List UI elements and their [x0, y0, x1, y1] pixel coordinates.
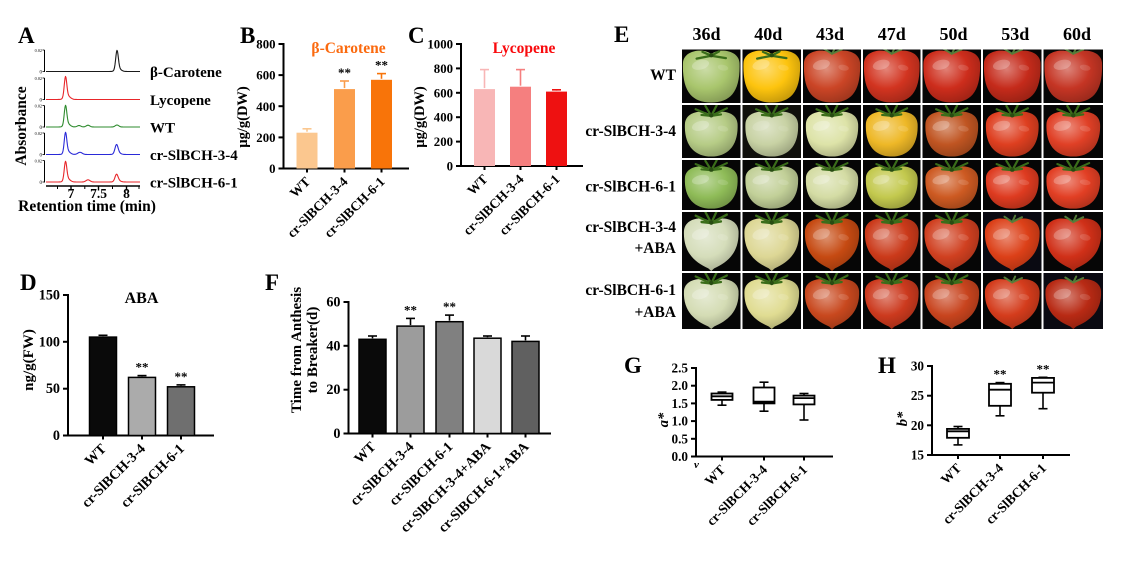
- svg-text:D: D: [20, 270, 37, 295]
- svg-text:100: 100: [39, 334, 60, 350]
- svg-text:7: 7: [68, 186, 75, 201]
- svg-text:2.0: 2.0: [672, 378, 689, 393]
- svg-text:36d: 36d: [692, 24, 720, 44]
- svg-text:cr-SlBCH-3-4: cr-SlBCH-3-4: [585, 219, 676, 236]
- svg-text:400: 400: [434, 111, 453, 125]
- svg-text:0: 0: [53, 428, 60, 444]
- svg-text:Retention time (min): Retention time (min): [18, 198, 156, 215]
- svg-text:cr-SlBCH-6-1: cr-SlBCH-6-1: [585, 179, 676, 196]
- svg-text:**: **: [443, 299, 456, 314]
- svg-text:Absorbance: Absorbance: [13, 86, 30, 165]
- svg-text:**: **: [994, 367, 1007, 382]
- svg-text:0.02: 0.02: [35, 131, 42, 136]
- svg-text:400: 400: [256, 100, 275, 114]
- svg-text:F: F: [265, 270, 279, 295]
- svg-text:WT: WT: [150, 121, 175, 137]
- svg-text:0.0: 0.0: [672, 449, 689, 464]
- svg-text:800: 800: [434, 62, 453, 76]
- svg-text:+ABA: +ABA: [634, 240, 676, 257]
- svg-text:600: 600: [256, 69, 275, 83]
- svg-text:µg/g(DW): µg/g(DW): [235, 86, 251, 148]
- svg-text:**: **: [136, 360, 149, 375]
- svg-text:C: C: [408, 23, 425, 48]
- svg-text:8: 8: [123, 186, 130, 201]
- svg-text:150: 150: [39, 288, 60, 304]
- svg-text:cr-SlBCH-3-4: cr-SlBCH-3-4: [150, 148, 238, 164]
- svg-text:0: 0: [40, 153, 43, 158]
- svg-text:0.02: 0.02: [35, 76, 42, 81]
- svg-text:cr-SlBCH-6-1: cr-SlBCH-6-1: [585, 282, 676, 299]
- svg-text:7.5: 7.5: [90, 186, 107, 201]
- svg-text:40: 40: [326, 338, 340, 354]
- svg-text:1.0: 1.0: [672, 414, 689, 429]
- svg-text:53d: 53d: [1001, 24, 1029, 44]
- svg-text:b*: b*: [895, 411, 911, 426]
- svg-text:**: **: [175, 369, 188, 384]
- svg-text:25: 25: [911, 388, 925, 403]
- svg-text:Lycopene: Lycopene: [493, 40, 556, 57]
- svg-text:cr-SlBCH-6-1: cr-SlBCH-6-1: [150, 176, 238, 192]
- svg-text:15: 15: [911, 448, 925, 463]
- svg-text:WT: WT: [650, 67, 677, 84]
- svg-text:**: **: [338, 65, 351, 80]
- svg-text:0: 0: [269, 162, 275, 176]
- svg-text:2.5: 2.5: [672, 361, 689, 376]
- svg-text:600: 600: [434, 86, 453, 100]
- svg-text:A: A: [18, 23, 35, 48]
- svg-text:**: **: [375, 58, 388, 73]
- svg-text:0: 0: [447, 160, 453, 174]
- svg-text:ABA: ABA: [125, 290, 159, 307]
- svg-text:0: 0: [40, 181, 43, 186]
- svg-text:50d: 50d: [939, 24, 967, 44]
- svg-text:µg/g(DW): µg/g(DW): [412, 86, 428, 148]
- svg-text:B: B: [240, 23, 255, 48]
- svg-text:1.5: 1.5: [672, 396, 689, 411]
- svg-text:40d: 40d: [754, 24, 782, 44]
- svg-text:+ABA: +ABA: [634, 304, 676, 321]
- svg-text:0: 0: [40, 126, 43, 131]
- svg-text:0.02: 0.02: [35, 104, 42, 109]
- svg-text:0.02: 0.02: [35, 48, 42, 53]
- svg-text:0.5: 0.5: [672, 431, 689, 446]
- svg-text:β-Carotene: β-Carotene: [311, 40, 385, 57]
- svg-text:a*: a*: [656, 412, 672, 427]
- svg-text:E: E: [614, 22, 629, 47]
- svg-text:20: 20: [911, 418, 925, 433]
- svg-text:Lycopene: Lycopene: [150, 93, 211, 109]
- svg-text:200: 200: [256, 131, 275, 145]
- svg-text:43d: 43d: [816, 24, 844, 44]
- svg-text:20: 20: [326, 382, 340, 398]
- svg-text:60: 60: [326, 295, 340, 311]
- svg-text:1000: 1000: [427, 38, 453, 52]
- svg-text:to Breaker(d): to Breaker(d): [305, 307, 321, 394]
- svg-text:Time from Anthesis: Time from Anthesis: [289, 287, 305, 413]
- svg-text:0.02: 0.02: [35, 159, 42, 164]
- svg-text:0: 0: [40, 98, 43, 103]
- svg-text:0: 0: [40, 70, 43, 75]
- svg-text:**: **: [404, 302, 417, 317]
- svg-text:47d: 47d: [878, 24, 906, 44]
- svg-text:G: G: [624, 353, 642, 378]
- svg-text:cr-SlBCH-3-4: cr-SlBCH-3-4: [585, 123, 676, 140]
- svg-text:60d: 60d: [1063, 24, 1091, 44]
- svg-text:v: v: [694, 459, 699, 471]
- svg-text:β-Carotene: β-Carotene: [150, 65, 222, 81]
- svg-text:ng/g(FW): ng/g(FW): [21, 329, 37, 391]
- svg-text:H: H: [878, 353, 896, 378]
- svg-text:30: 30: [911, 359, 925, 374]
- svg-text:50: 50: [46, 381, 60, 397]
- svg-text:800: 800: [256, 38, 275, 52]
- svg-text:**: **: [1037, 361, 1050, 376]
- svg-text:200: 200: [434, 135, 453, 149]
- svg-text:0: 0: [333, 426, 340, 442]
